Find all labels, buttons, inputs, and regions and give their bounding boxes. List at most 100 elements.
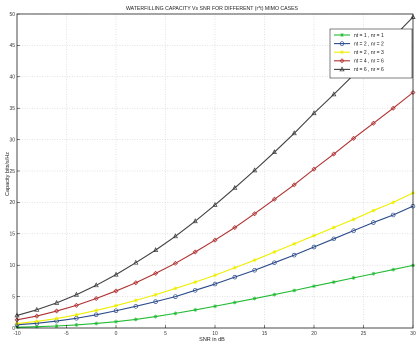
data-point xyxy=(291,182,297,188)
x-tick-label: 5 xyxy=(164,331,167,337)
data-point xyxy=(311,110,317,116)
data-point xyxy=(133,259,139,265)
y-tick-label: 15 xyxy=(9,232,15,238)
data-point xyxy=(213,304,217,309)
data-point xyxy=(34,324,39,329)
x-tick-label: 30 xyxy=(410,331,416,337)
data-point xyxy=(173,286,178,291)
data-point xyxy=(391,200,396,205)
legend-entry: nt = 2 , nr = 3 xyxy=(354,50,384,56)
data-point xyxy=(272,292,277,297)
data-point xyxy=(113,308,119,313)
data-point xyxy=(173,311,178,316)
series-group xyxy=(15,190,415,326)
data-point xyxy=(390,212,396,218)
data-point xyxy=(351,275,356,280)
data-point xyxy=(193,280,198,285)
data-point xyxy=(34,306,40,312)
data-point xyxy=(213,273,217,278)
data-point xyxy=(351,135,357,141)
data-point xyxy=(391,267,396,272)
data-point xyxy=(312,233,316,238)
data-point xyxy=(133,317,138,322)
data-point xyxy=(331,225,336,230)
data-point xyxy=(331,236,337,242)
data-point xyxy=(371,220,376,225)
data-point xyxy=(212,201,218,207)
data-point xyxy=(192,288,198,293)
y-tick-label: 5 xyxy=(12,294,15,300)
data-point xyxy=(212,237,218,243)
y-tick-label: 25 xyxy=(9,169,15,175)
data-point xyxy=(74,322,79,327)
data-point xyxy=(331,151,337,157)
data-point xyxy=(133,280,139,286)
legend-marker xyxy=(340,50,344,55)
data-point xyxy=(74,312,79,317)
legend: nt = 1 , nr = 1 nt = 2 , nr = 2 nt = 2 , n… xyxy=(329,28,413,79)
y-tick-label: 40 xyxy=(9,75,15,81)
data-point xyxy=(172,233,178,239)
legend-marker xyxy=(340,33,344,37)
data-point xyxy=(272,250,277,255)
legend-marker xyxy=(339,41,345,46)
data-point xyxy=(54,316,59,321)
data-point xyxy=(331,91,337,97)
series-line xyxy=(16,16,414,316)
data-point xyxy=(232,300,237,305)
y-axis-label: Capacity bits/s/Hz xyxy=(5,152,11,196)
data-point xyxy=(212,281,218,287)
data-point xyxy=(113,288,119,294)
x-tick-label: 10 xyxy=(212,331,218,337)
data-point xyxy=(133,298,138,303)
x-tick-label: -5 xyxy=(64,331,69,337)
data-point xyxy=(34,313,40,319)
data-point xyxy=(192,218,198,224)
x-tick-label: -10 xyxy=(13,331,20,337)
x-tick-label: 25 xyxy=(361,331,367,337)
data-point xyxy=(153,247,159,252)
data-point xyxy=(153,299,158,304)
y-tick-label: 0 xyxy=(12,326,15,332)
data-point xyxy=(252,267,257,273)
data-point xyxy=(272,260,277,265)
data-point xyxy=(252,211,258,217)
data-point xyxy=(34,319,39,324)
data-point xyxy=(232,265,237,270)
data-point xyxy=(232,184,238,190)
data-point xyxy=(172,260,178,266)
data-point xyxy=(232,274,238,280)
data-point xyxy=(94,308,99,313)
data-point xyxy=(331,280,336,285)
data-point xyxy=(54,323,59,328)
data-point xyxy=(113,271,119,277)
legend-marker xyxy=(339,66,345,72)
data-point xyxy=(351,228,356,233)
data-point xyxy=(114,319,118,324)
data-point xyxy=(311,166,317,172)
data-point xyxy=(291,130,297,136)
data-point xyxy=(370,120,376,126)
data-point xyxy=(292,288,297,293)
legend-entry: nt = 2 , nr = 2 xyxy=(354,41,384,47)
data-point xyxy=(311,244,317,250)
legend-entry: nt = 4 , nr = 6 xyxy=(354,59,384,65)
plot-series xyxy=(14,14,416,330)
data-point xyxy=(192,249,198,255)
y-tick-label: 35 xyxy=(9,106,15,112)
series-line xyxy=(16,205,414,326)
data-point xyxy=(271,149,277,155)
y-tick-label: 20 xyxy=(9,200,15,206)
x-tick-label: 20 xyxy=(311,331,317,337)
data-point xyxy=(114,303,118,308)
data-point xyxy=(312,284,316,289)
y-tick-label: 30 xyxy=(9,137,15,143)
data-point xyxy=(153,292,158,297)
legend-marker xyxy=(339,58,345,64)
data-point xyxy=(93,282,99,288)
y-tick-label: 45 xyxy=(9,43,15,49)
data-point xyxy=(133,304,139,309)
data-point xyxy=(232,225,238,231)
x-tick-label: 15 xyxy=(262,331,268,337)
data-point xyxy=(371,208,376,213)
